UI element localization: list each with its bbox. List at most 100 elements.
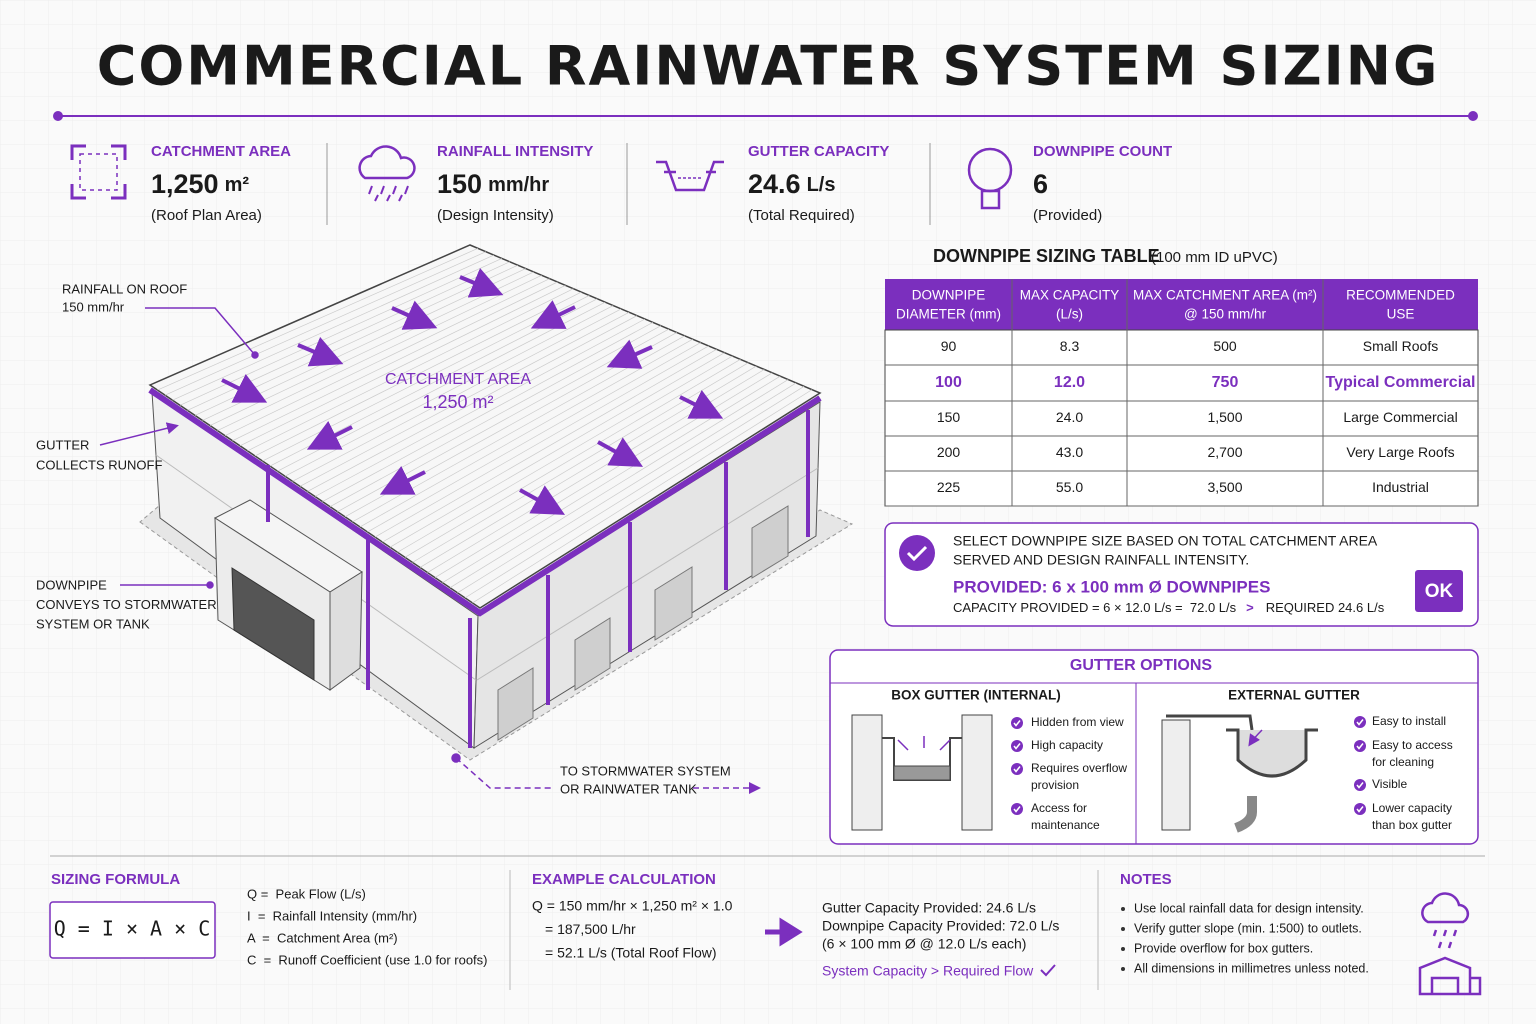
callout-text: RAINFALL ON ROOF — [62, 281, 187, 296]
feature-text: Hidden from view — [1031, 715, 1124, 729]
table-title: DOWNPIPE SIZING TABLE — [933, 246, 1160, 266]
header-text: DIAMETER (mm) — [896, 307, 1001, 322]
roof-rib — [299, 311, 630, 487]
roof-rib — [382, 348, 717, 543]
notes-title: NOTES — [1120, 871, 1172, 888]
roof-rib — [247, 288, 574, 452]
roof-rib — [314, 318, 646, 497]
roof-rib — [442, 375, 781, 583]
example-conclusion: System Capacity > Required Flow — [822, 963, 1034, 979]
roof-rib — [157, 248, 479, 391]
feature-dot — [1354, 779, 1366, 791]
roof-rib — [457, 382, 797, 594]
value: 24.6 — [748, 169, 801, 199]
stat-note: (Roof Plan Area) — [151, 207, 262, 224]
note-bullet — [1121, 927, 1125, 931]
calc-result: Downpipe Capacity Provided: 72.0 L/s — [822, 918, 1059, 934]
cell: 12.0 — [1054, 374, 1085, 391]
formula-box — [49, 901, 216, 959]
roof-rib — [359, 338, 693, 528]
note: Use local rainfall data for design inten… — [1134, 901, 1364, 915]
callout-text: OR RAINWATER TANK — [560, 781, 697, 796]
feature-dot — [1354, 803, 1366, 815]
stat-label: GUTTER CAPACITY — [748, 143, 889, 160]
roof-rib — [322, 322, 654, 502]
option-title: BOX GUTTER (INTERNAL) — [891, 688, 1061, 703]
note: Verify gutter slope (min. 1:500) to outl… — [1134, 921, 1362, 935]
callout-text: COLLECTS RUNOFF — [36, 457, 162, 472]
calc-step: = 52.1 L/s (Total Roof Flow) — [545, 945, 717, 961]
stat-note: (Total Required) — [748, 207, 855, 224]
required: REQUIRED 24.6 L/s — [1266, 600, 1385, 615]
check-line: SELECT DOWNPIPE SIZE BASED ON TOTAL CATC… — [953, 533, 1378, 549]
gutter-dividers — [830, 682, 1478, 844]
note-bullet — [1121, 967, 1125, 971]
definition: A = Catchment Area (m²) — [247, 930, 398, 945]
header-text: RECOMMENDED — [1346, 288, 1455, 303]
header-text: (L/s) — [1056, 307, 1083, 322]
stat-label: CATCHMENT AREA — [151, 143, 291, 160]
table-header — [885, 279, 1478, 330]
feature-text: Easy to install — [1372, 714, 1446, 728]
feature-dot — [1354, 740, 1366, 752]
roof-rib — [449, 379, 789, 589]
header-text: MAX CAPACITY — [1020, 288, 1120, 303]
roof-rib — [224, 278, 550, 436]
stat-icons — [70, 144, 1013, 210]
callout-text: 150 mm/hr — [62, 299, 125, 314]
feature-tick — [1356, 719, 1364, 726]
building-diagram — [99, 244, 854, 794]
ok-label[interactable]: OK — [1425, 581, 1454, 602]
table-body — [884, 329, 1479, 507]
feature-dot — [1011, 717, 1023, 729]
formula-title: SIZING FORMULA — [51, 871, 180, 888]
cell: 90 — [941, 338, 957, 354]
capacity: CAPACITY PROVIDED = 6 × 12.0 L/s = 72.0 … — [953, 600, 1237, 615]
value: 1,250 — [151, 169, 219, 199]
callout-text: CONVEYS TO STORMWATER — [36, 597, 217, 612]
gutter-options-title: GUTTER OPTIONS — [1070, 657, 1213, 674]
example-arrow — [765, 917, 803, 947]
roof-rib — [472, 389, 813, 604]
feature-tick — [1013, 720, 1021, 727]
note-bullet — [1121, 947, 1125, 951]
unit: L/s — [807, 174, 836, 196]
callout-text: TO STORMWATER SYSTEM — [560, 763, 731, 778]
feature-dot — [1011, 803, 1023, 815]
cell: 8.3 — [1060, 338, 1080, 354]
check-capacity: CAPACITY PROVIDED = 6 × 12.0 L/s = 72.0 … — [953, 600, 1385, 615]
formula-equation: Q = I × A × C — [54, 917, 211, 941]
cell: Small Roofs — [1363, 338, 1438, 354]
footer-dividers — [509, 870, 1099, 990]
cell: 500 — [1213, 338, 1237, 354]
roof-rib — [307, 315, 638, 492]
example-title: EXAMPLE CALCULATION — [532, 871, 716, 888]
stat-value: 1,250 m² — [151, 169, 249, 199]
calc-step: Q = 150 mm/hr × 1,250 m² × 1.0 — [532, 898, 733, 914]
feature-text: provision — [1031, 778, 1079, 792]
stat-label: RAINFALL INTENSITY — [437, 143, 593, 160]
cell: 750 — [1212, 374, 1239, 391]
unit: mm/hr — [488, 174, 549, 196]
roof-label: CATCHMENT AREA — [385, 371, 531, 388]
cell: 1,500 — [1207, 409, 1242, 425]
callout-text: SYSTEM OR TANK — [36, 616, 150, 631]
feature-text: Easy to access — [1372, 738, 1453, 752]
roof-label: 1,250 m² — [422, 392, 493, 412]
calc-result: Gutter Capacity Provided: 24.6 L/s — [822, 900, 1036, 916]
feature-tick — [1356, 743, 1364, 750]
cell: Industrial — [1372, 479, 1429, 495]
roof-rib — [172, 254, 495, 401]
ok-button[interactable] — [1415, 570, 1463, 612]
cell: 2,700 — [1207, 444, 1242, 460]
check-icon — [899, 535, 935, 571]
note: Provide overflow for box gutters. — [1134, 941, 1313, 955]
header-rule — [53, 111, 1478, 121]
check-provided: PROVIDED: 6 x 100 mm Ø DOWNPIPES — [953, 577, 1270, 596]
roof-rib — [374, 345, 709, 538]
feature-tick — [1356, 806, 1364, 813]
gutter-drawings — [851, 714, 1318, 833]
cell: 100 — [935, 374, 962, 391]
stat-dividers — [326, 143, 931, 225]
